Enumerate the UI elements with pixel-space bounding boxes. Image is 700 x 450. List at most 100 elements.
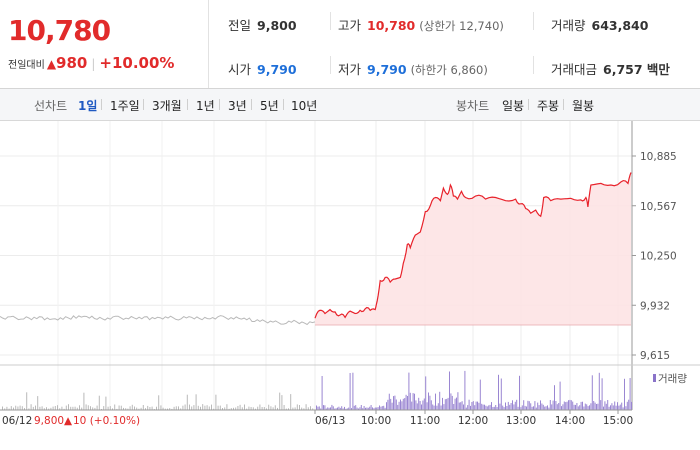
volume-bar xyxy=(162,407,164,410)
stat-value: 9,790 xyxy=(367,62,407,77)
volume-bar xyxy=(200,406,201,410)
volume-bar xyxy=(324,405,326,410)
volume-bar xyxy=(421,404,422,410)
volume-bar xyxy=(21,406,23,410)
tab-weekly[interactable]: 주봉 xyxy=(537,99,560,113)
tab-divider xyxy=(219,99,220,110)
volume-bar xyxy=(114,404,116,410)
volume-bar xyxy=(594,402,596,410)
volume-bar xyxy=(577,406,579,410)
tab-divider xyxy=(528,99,529,110)
tab-divider xyxy=(187,99,188,110)
volume-bar xyxy=(129,406,131,410)
volume-bar xyxy=(337,407,338,410)
volume-bar xyxy=(351,408,352,410)
volume-bar xyxy=(72,406,74,410)
y-tick-label: 9,932 xyxy=(640,300,670,312)
volume-bar xyxy=(241,407,243,410)
volume-bar xyxy=(19,405,21,410)
volume-bar xyxy=(180,408,182,410)
volume-bar xyxy=(470,405,471,410)
volume-bar xyxy=(502,405,504,410)
volume-bar xyxy=(542,404,544,410)
volume-bar xyxy=(393,396,394,410)
tab-1y[interactable]: 1년 xyxy=(196,99,215,113)
volume-bar xyxy=(48,408,50,410)
volume-bar xyxy=(376,407,378,410)
x-tick-label: 15:00 xyxy=(603,415,633,427)
volume-bar xyxy=(545,406,547,410)
tab-10y[interactable]: 10년 xyxy=(291,99,318,113)
volume-bar xyxy=(263,407,265,410)
volume-bar xyxy=(61,406,63,410)
volume-bar xyxy=(303,408,305,410)
stat-high: 고가 10,780 (상한가 12,740) xyxy=(338,15,504,34)
volume-bar xyxy=(486,406,488,410)
volume-bar xyxy=(493,406,495,410)
volume-bar xyxy=(239,404,241,410)
volume-bar xyxy=(629,378,631,410)
volume-bar xyxy=(109,406,111,410)
volume-bar xyxy=(423,398,425,410)
volume-bars xyxy=(2,370,632,410)
volume-bar xyxy=(191,406,193,410)
tab-monthly[interactable]: 월봉 xyxy=(572,99,595,113)
legend-volume: 거래량 xyxy=(658,373,687,385)
volume-bar xyxy=(418,397,420,410)
volume-bar xyxy=(359,407,361,410)
volume-bar xyxy=(524,405,526,410)
tab-3m[interactable]: 3개월 xyxy=(152,99,182,113)
tab-1w[interactable]: 1주일 xyxy=(110,99,140,113)
volume-bar xyxy=(401,401,403,410)
volume-bar xyxy=(516,399,518,410)
current-price: 10,780 xyxy=(8,14,111,47)
volume-bar xyxy=(601,378,603,410)
volume-bar xyxy=(426,402,428,410)
volume-bar xyxy=(321,376,323,410)
tab-daily[interactable]: 일봉 xyxy=(502,99,525,113)
volume-bar xyxy=(419,401,421,410)
volume-bar xyxy=(503,407,505,410)
volume-bar xyxy=(495,405,497,410)
volume-bar xyxy=(186,394,188,410)
volume-bar xyxy=(527,400,529,410)
volume-bar xyxy=(597,403,599,410)
tab-3y[interactable]: 3년 xyxy=(228,99,247,113)
volume-bar xyxy=(447,397,449,410)
volume-bar xyxy=(277,407,278,410)
volume-bar xyxy=(562,404,564,410)
volume-bar xyxy=(608,406,610,410)
volume-bar xyxy=(534,401,536,410)
volume-bar xyxy=(365,407,366,410)
quote-header: 10,780 전일대비 ▲980 | +10.00% 전일 9,800 고가 10,780… xyxy=(0,0,700,89)
volume-bar xyxy=(622,407,624,410)
volume-bar xyxy=(374,407,376,410)
volume-bar xyxy=(593,401,595,410)
tab-1d[interactable]: 1일 xyxy=(78,99,98,113)
y-axis: 10,885 10,567 10,250 9,932 9,615 xyxy=(632,151,677,362)
volume-bar xyxy=(138,408,140,410)
volume-bar xyxy=(377,407,379,410)
volume-bar xyxy=(481,403,483,410)
stat-value: 10,780 xyxy=(367,18,416,33)
volume-bar xyxy=(612,405,614,410)
volume-bar xyxy=(367,407,369,410)
divider xyxy=(330,12,331,30)
volume-bar xyxy=(206,405,208,410)
change-percent: +10.00% xyxy=(99,54,175,72)
volume-bar xyxy=(226,404,228,410)
volume-bar xyxy=(555,401,557,410)
volume-bar xyxy=(430,400,432,410)
volume-bar xyxy=(327,407,329,410)
volume-bar xyxy=(331,404,333,410)
volume-bar xyxy=(252,407,254,410)
tab-5y[interactable]: 5년 xyxy=(260,99,279,113)
volume-bar xyxy=(458,402,460,410)
volume-bar xyxy=(46,407,47,410)
volume-bar xyxy=(83,392,85,410)
volume-bar xyxy=(202,404,204,410)
volume-bar xyxy=(607,400,609,410)
volume-bar xyxy=(222,408,223,410)
volume-bar xyxy=(235,407,237,410)
volume-bar xyxy=(156,406,157,410)
